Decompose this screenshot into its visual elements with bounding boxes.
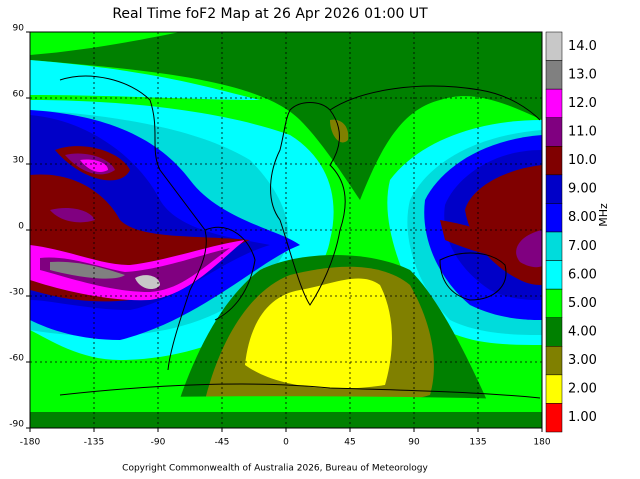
colorbar-tick-label: 10.0	[568, 153, 597, 168]
colorbar-swatch	[545, 60, 563, 90]
colorbar-tick-label: 2.00	[568, 382, 597, 397]
x-tick-label: 135	[469, 438, 486, 448]
colorbar-tick-label: 12.0	[568, 96, 597, 111]
colorbar-tick-label: 4.00	[568, 325, 597, 340]
colorbar-swatch	[545, 288, 563, 318]
x-tick-label: -135	[84, 438, 104, 448]
colorbar-swatch	[545, 403, 563, 433]
y-tick-label: 30	[13, 156, 25, 166]
colorbar-swatch	[545, 174, 563, 204]
colorbar-tick-label: 6.00	[568, 267, 597, 282]
x-tick-label: 45	[344, 438, 355, 448]
colorbar-tick-label: 3.00	[568, 353, 597, 368]
colorbar-swatch	[545, 203, 563, 233]
colorbar-tick-label: 9.00	[568, 182, 597, 197]
colorbar-tick-label: 13.0	[568, 67, 597, 82]
contour-field	[30, 32, 542, 428]
y-tick-label: 0	[18, 222, 24, 232]
y-tick-label: -60	[9, 354, 24, 364]
colorbar-label: MHz	[597, 203, 610, 227]
colorbar-swatch	[545, 146, 563, 176]
colorbar-tick-label: 14.0	[568, 39, 597, 54]
y-tick-label: -30	[9, 288, 24, 298]
y-tick-label: 90	[13, 24, 25, 34]
colorbar-tick-label: 1.00	[568, 410, 597, 425]
x-tick-label: 180	[533, 438, 550, 448]
colorbar-swatch	[545, 88, 563, 118]
y-tick-label: -90	[9, 420, 24, 430]
colorbar-tick-label: 5.00	[568, 296, 597, 311]
colorbar-swatch	[545, 317, 563, 347]
title: Real Time foF2 Map at 26 Apr 2026 01:00 …	[112, 6, 428, 22]
colorbar-tick-label: 8.00	[568, 210, 597, 225]
x-tick-label: 0	[283, 438, 289, 448]
colorbar-swatch	[545, 346, 563, 376]
colorbar-swatch	[545, 117, 563, 147]
y-tick-label: 60	[13, 90, 25, 100]
colorbar-tick-label: 11.0	[568, 125, 597, 140]
colorbar-swatch	[545, 231, 563, 261]
copyright: Copyright Commonwealth of Australia 2026…	[122, 464, 428, 474]
colorbar-swatch	[545, 260, 563, 290]
colorbar-swatch	[545, 374, 563, 404]
x-tick-label: 90	[408, 438, 420, 448]
colorbar-tick-label: 7.00	[568, 239, 597, 254]
x-tick-label: -180	[20, 438, 41, 448]
x-tick-label: -90	[151, 438, 166, 448]
x-tick-label: -45	[215, 438, 230, 448]
colorbar-swatch	[545, 31, 563, 61]
